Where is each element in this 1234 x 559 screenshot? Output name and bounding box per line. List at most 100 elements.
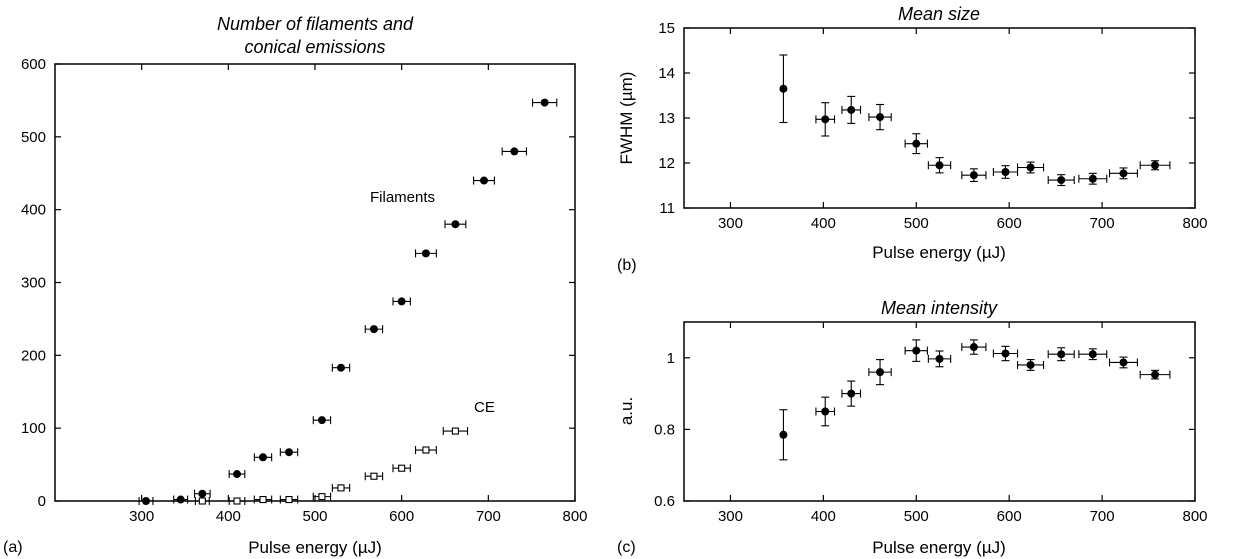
panel-b-series-0-point [779,54,788,124]
panel-a-y-tick-label: 400 [21,202,46,219]
panel-b-series-0-point [868,103,892,131]
panel-a-series-1-point [442,427,469,436]
panel-c-x-tick-label: 400 [811,508,836,525]
panel-c: Mean intensity 300 400 500 600 700 800 0.6 0.8 1… [617,298,1208,557]
panel-c-series-0-point [1139,369,1171,380]
data-point-circle [1001,349,1010,358]
panel-a-series-1-point [194,497,210,505]
panel-b-series-0-point [904,133,928,155]
data-point-circle [451,220,460,229]
data-point-circle [198,489,207,498]
data-point-circle [1057,176,1066,185]
panel-b-y-tick-label: 14 [658,65,675,82]
panel-c-x-tick-label: 600 [997,508,1022,525]
data-point-circle [779,84,788,93]
panel-b-series-0-point [1139,160,1171,171]
panel-a-x-tick-label: 500 [302,508,327,525]
panel-c-series-0-point [927,350,952,368]
data-point-circle [935,161,944,170]
data-point-circle [1026,360,1035,369]
data-point-circle [935,354,944,363]
panel-a-x-tick-label: 300 [129,508,154,525]
panel-a-series-0-point [193,489,211,498]
data-point-circle [369,325,378,334]
panel-a-x-axis-label: Pulse energy (µJ) [248,538,382,557]
panel-c-title: Mean intensity [881,298,998,318]
panel-a-series-0-point [331,363,351,372]
panel-c-series-0-point [1078,348,1108,361]
data-point-circle [847,105,856,114]
panel-b-series-0-point [961,168,987,182]
panel-a-title-line-1: Number of filaments and [217,14,414,34]
panel-b-x-tick-label: 600 [997,215,1022,232]
data-point-circle [480,176,488,185]
panel-b-y-tick-label: 15 [658,20,675,37]
data-point-circle [847,389,856,398]
data-point-circle [876,368,885,377]
panel-a-y-tick-label: 0 [38,493,46,510]
data-point-square [198,497,206,505]
panel-c-x-tick-label: 700 [1090,508,1115,525]
data-point-square [259,495,267,504]
data-point-square [398,464,406,472]
panel-c-series-0-point [992,345,1019,362]
panel-b-series-0-point [992,165,1019,179]
data-point-square [285,495,293,504]
panel-a-y-tick-label: 300 [21,275,46,292]
panel-a-title-line-2: conical emissions [244,37,385,57]
panel-b-series-0-point [1016,161,1045,174]
panel-a-series-0-point [364,325,384,334]
data-point-circle [1088,174,1097,183]
data-point-circle [1088,350,1097,359]
panel-a-y-tick-label: 200 [21,347,46,364]
panel-b-x-tick-label: 400 [811,215,836,232]
panel-a-series-0-point [392,297,411,306]
panel-a-series-1-point [228,497,246,505]
panel-c-series-0-point [779,409,788,461]
panel-b-label: (b) [617,257,637,274]
panel-c-series-0-point [961,339,987,355]
panel-a-series-1-point [392,464,411,473]
panel-c-series-0-point [904,339,928,362]
filaments-annotation: Filaments [370,189,435,206]
panel-a-x-tick-label: 600 [389,508,414,525]
panel-c-label: (c) [617,539,636,556]
data-point-square [422,446,430,454]
panel-b-x-tick-label: 700 [1090,215,1115,232]
panel-c-series-0-point [815,396,836,427]
panel-b-series-0-point [1047,174,1075,187]
ce-annotation: CE [474,399,495,416]
panel-b-series-0-point [815,102,836,137]
panel-a-y-tick-label: 100 [21,420,46,437]
panel-a-series-0-point [444,220,467,229]
panel-a: Number of filaments and conical emission… [3,14,588,557]
panel-a-y-tick-label: 600 [21,56,46,73]
panel-c-y-tick-label: 0.8 [654,421,675,438]
panel-b-x-tick-label: 500 [904,215,929,232]
panel-a-x-tick-label: 800 [562,508,587,525]
data-point-circle [969,343,978,352]
panel-b-y-tick-label: 12 [658,155,675,172]
panel-c-series-0-point [1108,356,1138,369]
panel-c-series-0-point [1047,347,1075,362]
data-point-square [233,497,241,505]
panel-a-series-0-point [279,448,299,457]
panel-c-x-tick-label: 500 [904,508,929,525]
data-point-circle [337,363,345,372]
panel-c-series-0-point [1016,359,1045,371]
panel-a-plot-frame [54,63,576,502]
data-point-circle [1026,163,1035,172]
data-point-circle [259,453,267,462]
data-point-circle [317,416,326,425]
data-point-circle [510,147,519,156]
data-point-circle [912,139,921,148]
panel-a-series-1-point [279,495,299,504]
panel-a-series-1-point [414,446,437,455]
panel-b-x-axis-label: Pulse energy (µJ) [872,243,1006,262]
panel-a-y-tick-label: 500 [21,129,46,146]
data-point-circle [1151,370,1160,379]
panel-a-series-0-point [173,495,189,504]
data-point-circle [233,470,241,479]
panel-a-series-0-point [253,453,273,462]
